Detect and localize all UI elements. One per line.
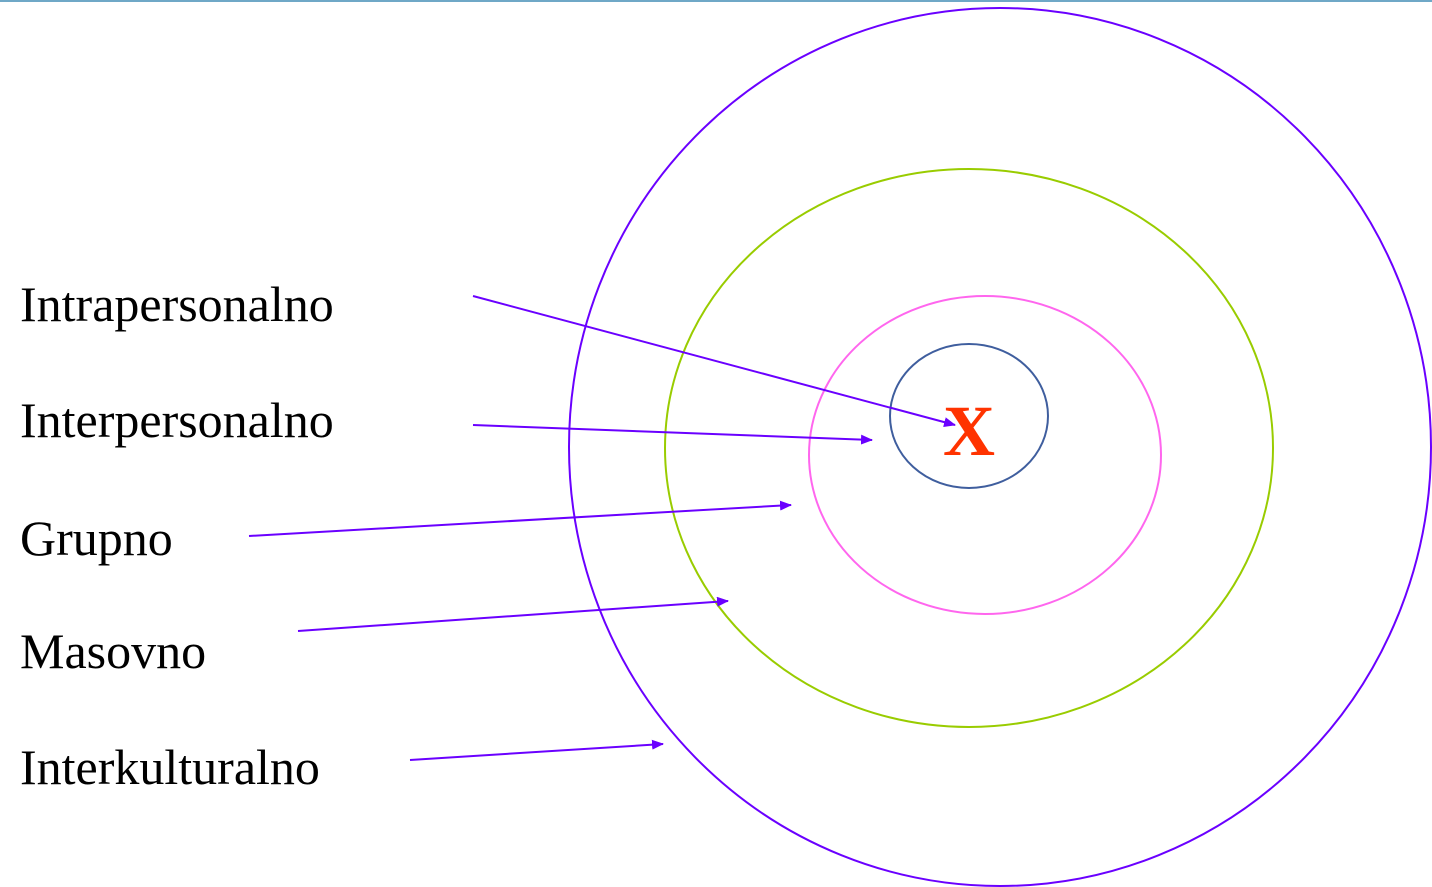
top-rule: [0, 0, 1432, 2]
arrow-interpersonalno: [472, 424, 873, 445]
arrow-masovno: [297, 596, 729, 632]
arrow-intrapersonalno: [472, 295, 956, 427]
label-intrapersonalno: Intrapersonalno: [20, 276, 334, 332]
label-grupno: Grupno: [20, 510, 173, 566]
label-interkulturalno: Interkulturalno: [20, 739, 320, 795]
label-masovno: Masovno: [20, 623, 206, 679]
arrow-interkulturalno: [409, 739, 664, 761]
circle-innermost: [889, 343, 1049, 489]
circle-second: [808, 295, 1162, 615]
circle-outer: [568, 7, 1432, 887]
circle-third: [664, 168, 1274, 728]
arrow-grupno: [248, 500, 792, 537]
label-interpersonalno: Interpersonalno: [20, 392, 334, 448]
center-mark: X: [943, 391, 995, 471]
